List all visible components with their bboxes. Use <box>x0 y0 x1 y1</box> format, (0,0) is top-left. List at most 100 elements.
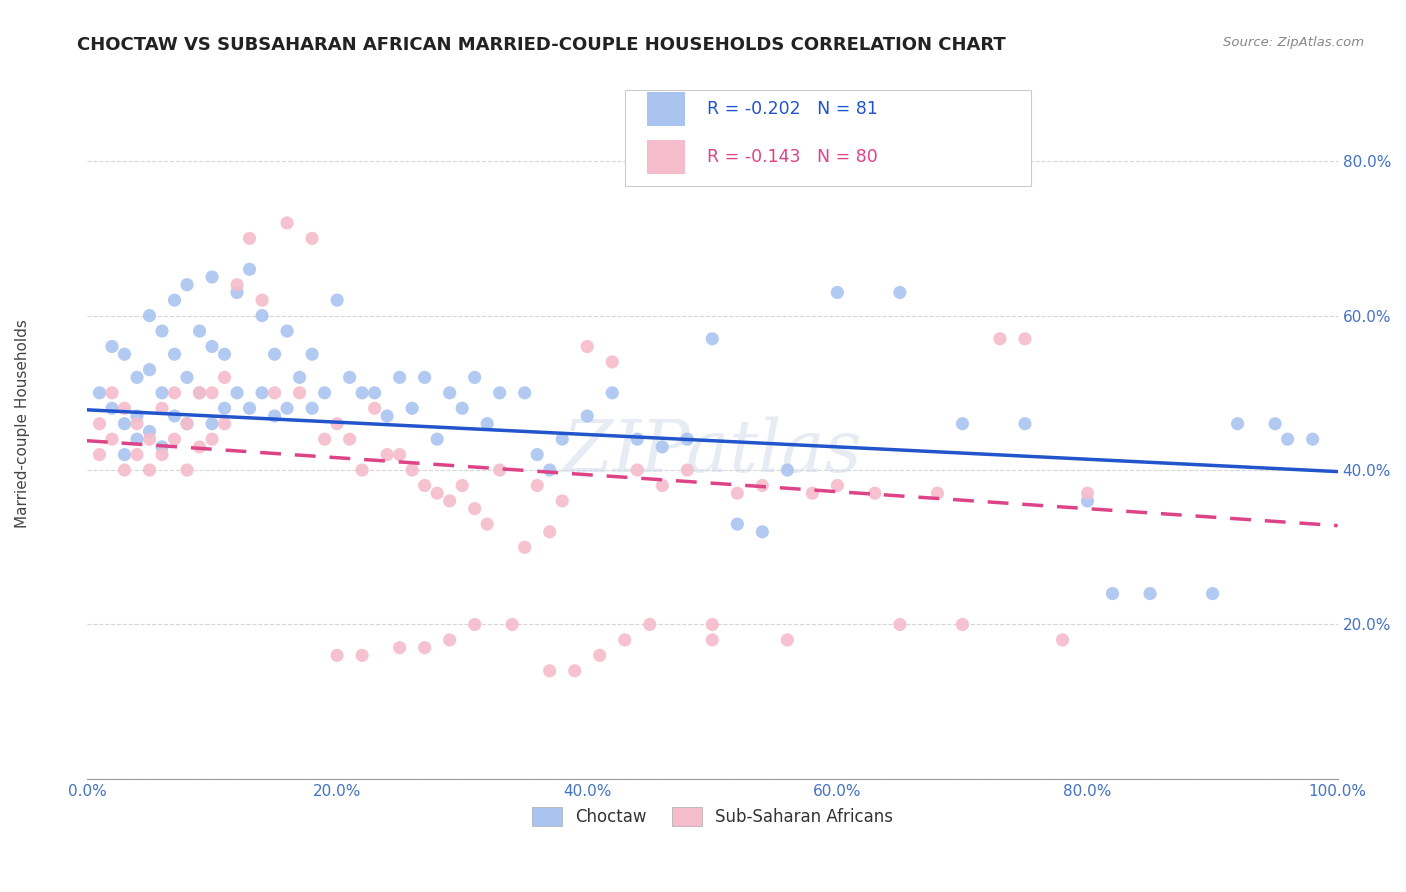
Point <box>1264 417 1286 431</box>
Point <box>513 541 536 555</box>
Point <box>125 417 148 431</box>
Point <box>201 339 224 353</box>
Point <box>676 432 699 446</box>
Point <box>101 401 124 416</box>
Point <box>526 478 548 492</box>
Point <box>163 432 186 446</box>
Point <box>89 448 111 462</box>
Point <box>413 370 436 384</box>
Point <box>1139 586 1161 600</box>
Point <box>125 432 148 446</box>
Point <box>477 417 499 431</box>
Point <box>375 409 398 423</box>
Point <box>1201 586 1223 600</box>
Point <box>114 417 136 431</box>
Point <box>188 385 211 400</box>
Point <box>125 370 148 384</box>
Point <box>150 448 173 462</box>
Text: Source: ZipAtlas.com: Source: ZipAtlas.com <box>1223 36 1364 49</box>
Point <box>214 370 236 384</box>
Point <box>263 385 285 400</box>
Point <box>626 463 648 477</box>
Point <box>751 478 773 492</box>
Point <box>488 463 510 477</box>
Point <box>89 385 111 400</box>
Point <box>238 401 260 416</box>
Point <box>138 309 160 323</box>
Point <box>464 501 486 516</box>
Point <box>150 401 173 416</box>
Point <box>538 664 561 678</box>
Point <box>439 385 461 400</box>
Point <box>451 478 474 492</box>
Point <box>250 309 273 323</box>
Point <box>388 370 411 384</box>
Point <box>501 617 523 632</box>
FancyBboxPatch shape <box>624 90 1031 186</box>
Text: CHOCTAW VS SUBSAHARAN AFRICAN MARRIED-COUPLE HOUSEHOLDS CORRELATION CHART: CHOCTAW VS SUBSAHARAN AFRICAN MARRIED-CO… <box>77 36 1007 54</box>
Point <box>513 385 536 400</box>
Point <box>226 285 249 300</box>
Point <box>263 347 285 361</box>
Point <box>776 463 799 477</box>
Point <box>114 401 136 416</box>
Point <box>576 339 599 353</box>
Point <box>339 370 361 384</box>
Point <box>276 401 298 416</box>
Point <box>375 448 398 462</box>
Point <box>163 409 186 423</box>
Point <box>952 617 974 632</box>
Point <box>439 494 461 508</box>
Point <box>464 617 486 632</box>
Point <box>314 385 336 400</box>
Y-axis label: Married-couple Households: Married-couple Households <box>15 319 30 528</box>
Point <box>363 401 385 416</box>
Point <box>702 632 724 647</box>
Point <box>651 478 673 492</box>
Point <box>363 385 385 400</box>
Point <box>176 370 198 384</box>
Point <box>150 440 173 454</box>
Point <box>889 285 911 300</box>
Point <box>150 385 173 400</box>
Point <box>776 632 799 647</box>
Point <box>301 231 323 245</box>
Point <box>526 448 548 462</box>
Point <box>863 486 886 500</box>
Point <box>138 432 160 446</box>
Point <box>176 277 198 292</box>
Point <box>426 432 449 446</box>
Point <box>114 463 136 477</box>
Point <box>288 370 311 384</box>
Point <box>927 486 949 500</box>
Point <box>439 632 461 647</box>
Point <box>201 417 224 431</box>
Point <box>125 448 148 462</box>
Point <box>163 293 186 308</box>
Point <box>1014 332 1036 346</box>
Point <box>150 324 173 338</box>
Point <box>214 417 236 431</box>
Point <box>1226 417 1249 431</box>
Point <box>352 463 374 477</box>
Point <box>413 640 436 655</box>
Point <box>326 417 349 431</box>
Point <box>326 648 349 663</box>
Point <box>551 432 574 446</box>
Point <box>827 478 849 492</box>
Point <box>702 332 724 346</box>
Point <box>464 370 486 384</box>
Point <box>451 401 474 416</box>
Point <box>988 332 1011 346</box>
Point <box>301 401 323 416</box>
Point <box>301 347 323 361</box>
Point <box>564 664 586 678</box>
Point <box>101 339 124 353</box>
Point <box>339 432 361 446</box>
FancyBboxPatch shape <box>647 140 685 174</box>
Point <box>238 262 260 277</box>
Point <box>226 277 249 292</box>
Point <box>101 385 124 400</box>
Point <box>589 648 612 663</box>
Point <box>201 270 224 285</box>
